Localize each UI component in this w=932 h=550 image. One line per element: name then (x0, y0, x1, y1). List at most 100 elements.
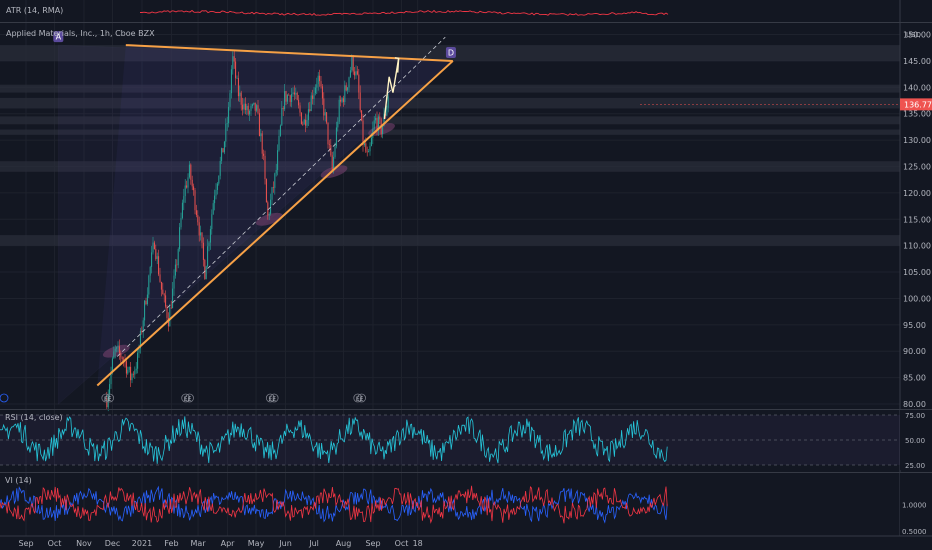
candle-body (338, 99, 340, 122)
candle-body (125, 361, 127, 374)
earnings-marker-0-0 (101, 393, 111, 403)
atr-line (140, 9, 669, 16)
candle-body (194, 190, 196, 211)
candle-body (216, 183, 218, 190)
price-axis (900, 22, 932, 409)
vi-pane-title: VI (14) (5, 476, 32, 485)
candle-body (351, 56, 353, 71)
candle-body (170, 307, 172, 309)
price-tick-130: 130.00 (903, 136, 931, 145)
candle-body (258, 113, 260, 137)
candle-body (368, 151, 370, 153)
candle-body (139, 330, 141, 349)
candle-body (356, 71, 358, 75)
candle-body (116, 347, 118, 349)
candle-body (386, 107, 388, 116)
candle-body (260, 133, 262, 137)
candle-body (344, 85, 346, 103)
candle-body (362, 120, 364, 146)
candle-body (226, 123, 228, 124)
candle-body (184, 185, 186, 197)
candle-body (186, 185, 188, 188)
candle-body (177, 249, 179, 266)
candle-body (243, 103, 245, 110)
candle-body (254, 102, 256, 111)
candle-body (340, 99, 342, 102)
candle-body (373, 120, 375, 129)
candle-body (319, 75, 321, 82)
rsi-pane-separator[interactable] (0, 409, 932, 410)
rsi-level-label-1: 50.00 (905, 437, 925, 445)
price-tick-80: 80.00 (903, 400, 926, 409)
candle-body (334, 146, 336, 157)
candle-body (172, 288, 174, 309)
candle-body (209, 229, 211, 243)
candle-body (366, 151, 368, 153)
vi-plus-line (0, 485, 668, 524)
candle-body (285, 91, 287, 102)
candle-body (270, 199, 272, 214)
candle-body (257, 105, 259, 114)
candle-body (261, 133, 263, 154)
candle-body (223, 141, 225, 153)
earnings-marker-0-1 (105, 393, 115, 403)
candle-body (230, 69, 232, 94)
candle-body (320, 81, 322, 87)
candle-body (236, 78, 238, 79)
candle-body (369, 146, 371, 152)
candle-body (180, 218, 182, 228)
time-tick-10: Jul (308, 539, 319, 548)
rsi-line (0, 416, 668, 464)
candle-body (352, 56, 354, 72)
candle-body (293, 92, 295, 95)
candle-body (160, 281, 162, 290)
candle-body (166, 306, 168, 318)
candle-body (159, 274, 161, 282)
candle-body (202, 242, 204, 260)
candle-body (145, 300, 147, 305)
candle-body (174, 264, 176, 276)
vi-pane-separator[interactable] (0, 472, 932, 473)
candle-body (190, 164, 192, 180)
candle-body (342, 98, 344, 103)
candle-body (239, 92, 241, 97)
candle-body (263, 153, 265, 156)
candle-body (201, 232, 203, 243)
price-tick-115: 115.00 (903, 215, 931, 224)
atr-axis-bg (900, 0, 932, 22)
candle-body (244, 103, 246, 111)
rsi-level-label-2: 25.00 (905, 462, 925, 470)
candle-body (251, 104, 253, 107)
candle-body (253, 102, 255, 105)
candle-body (330, 145, 332, 156)
candle-body (130, 366, 132, 381)
time-tick-12: Sep (365, 539, 380, 548)
rsi-axis (900, 410, 932, 470)
earnings-marker-1-1 (185, 393, 194, 403)
sr-zone-5 (0, 161, 900, 172)
candle-body (144, 300, 146, 321)
candle-body (303, 119, 305, 125)
candle-body (347, 87, 349, 91)
time-tick-4: 2021 (132, 539, 152, 548)
candle-body (153, 242, 155, 250)
candle-body (275, 169, 277, 174)
candle-body (114, 348, 116, 352)
candle-body (345, 85, 347, 91)
harmonic-pattern (58, 44, 452, 405)
candle-body (299, 105, 301, 113)
candle-body (382, 125, 384, 135)
candle-body (309, 109, 311, 111)
candle-body (207, 246, 209, 267)
atr-pane-separator[interactable] (0, 22, 932, 23)
candle-body (120, 352, 122, 358)
candle-body (314, 87, 316, 94)
candle-body (111, 358, 113, 372)
candle-body (176, 264, 178, 266)
candle-body (117, 346, 119, 348)
price-tick-145: 145.00 (903, 57, 931, 66)
candle-body (274, 173, 276, 188)
price-tick-125: 125.00 (903, 163, 931, 172)
candle-body (142, 320, 144, 333)
